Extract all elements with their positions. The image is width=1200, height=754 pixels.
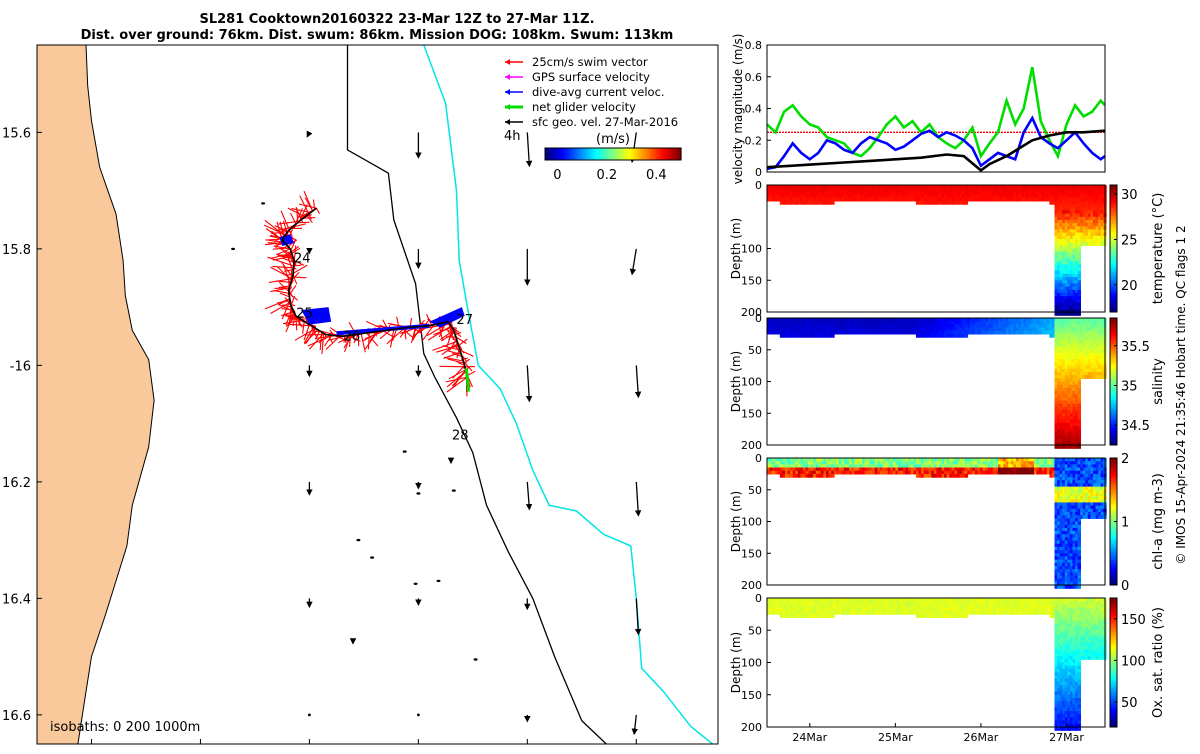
section-colorbar-label-2: temperature (°C) <box>1151 193 1166 305</box>
legend-label-1: GPS surface velocity <box>532 70 650 84</box>
section-y-tick-label-2-1: 100 <box>741 243 762 256</box>
section-ylabel-3: Depth (m) <box>729 351 743 412</box>
colorbar-tick-label-1: 0.2 <box>596 168 617 183</box>
section-colorbar-tick-label-3-0: 34.5 <box>1121 419 1150 434</box>
islet-8 <box>261 202 265 204</box>
map-y-tick-label-0: 15.6 <box>2 126 31 141</box>
section-colorbar-tick-label-3-1: 35 <box>1121 379 1138 394</box>
section-cell <box>1078 312 1081 316</box>
legend-note-4h: 4h <box>504 129 521 144</box>
section-colorbar-tick-label-4-1: 1 <box>1121 516 1129 531</box>
section-colorbar-label-4: chl-a (mg m-3) <box>1151 473 1166 570</box>
section-y-tick-label-2-0: 0 <box>755 179 762 192</box>
velocity-y-tick-label-2: 0.4 <box>745 103 763 116</box>
section-colorbar-tick-label-4-2: 2 <box>1121 452 1129 467</box>
map-y-tick-label-2: -16 <box>10 359 31 374</box>
legend-label-4: sfc geo. vel. 27-Mar-2016 <box>532 115 678 129</box>
islet-9 <box>231 248 235 250</box>
islet-2 <box>452 489 456 491</box>
islet-3 <box>437 580 441 582</box>
section-cell <box>1078 445 1081 449</box>
islet-7 <box>474 658 478 660</box>
section-colorbar-tick-label-2-2: 30 <box>1121 188 1138 203</box>
colorbar-label: (m/s) <box>596 132 630 147</box>
map-y-tick-label-1: 15.8 <box>2 243 31 258</box>
velocity-panel: 0 0.2 0.4 0.6 0.8 velocity magnitude (m/s) <box>731 34 1105 185</box>
colorbar-tick-label-0: 0 <box>553 168 561 183</box>
section-colorbar-tick-label-2-1: 25 <box>1121 233 1138 248</box>
swim-vector-161-0 <box>440 366 466 367</box>
velocity-y-tick-label-0: 0 <box>755 166 762 179</box>
figure-title-line-2: Dist. over ground: 76km. Dist. swum: 86k… <box>81 28 674 43</box>
islet-0 <box>403 450 407 452</box>
day-label-1: 25 <box>296 307 313 322</box>
legend-label-2: dive-avg current veloc. <box>532 85 665 99</box>
section-y-tick-label-3-3: 150 <box>741 407 762 420</box>
map-y-tick-label-3: 16.2 <box>2 476 31 491</box>
section-y-tick-label-4-3: 150 <box>741 547 762 560</box>
section-y-tick-label-3-2: 100 <box>741 376 762 389</box>
day-label-4: 28 <box>452 428 469 443</box>
map-y-tick-label-4: 16.4 <box>2 592 31 607</box>
section-colorbar-tick-label-3-2: 35.5 <box>1121 340 1150 355</box>
geo-vector-21 <box>417 714 420 717</box>
colorbar-tick-label-2: 0.4 <box>646 168 667 183</box>
legend-label-0: 25cm/s swim vector <box>532 55 648 69</box>
section-panel-4: 0 50 100 150 200 Depth (m) 0 1 2 chl-a (mg m-3) <box>729 452 1166 594</box>
section-y-tick-label-3-0: 0 <box>755 312 762 325</box>
section-colorbar-label-3: salinity <box>1151 358 1166 405</box>
section-y-tick-label-4-1: 50 <box>748 484 762 497</box>
velocity-y-tick-label-1: 0.2 <box>745 134 763 147</box>
section-ylabel-4: Depth (m) <box>729 491 743 552</box>
section-cell <box>1078 585 1081 589</box>
section-y-tick-label-3-1: 50 <box>748 344 762 357</box>
section-y-tick-label-4-0: 0 <box>755 452 762 465</box>
section-y-tick-label-4-2: 100 <box>741 516 762 529</box>
islet-5 <box>356 539 360 541</box>
map-y-tick-label-5: 16.6 <box>2 709 31 724</box>
section-colorbar-tick-label-4-0: 0 <box>1121 579 1129 594</box>
velocity-y-tick-label-4: 0.8 <box>745 39 763 52</box>
section-y-tick-label-4-4: 200 <box>741 579 762 592</box>
islet-6 <box>370 556 374 558</box>
islet-1 <box>416 492 420 494</box>
islet-4 <box>414 583 418 585</box>
section-y-tick-label-2-2: 150 <box>741 274 762 287</box>
geo-vector-20 <box>308 714 311 717</box>
velocity-ylabel: velocity magnitude (m/s) <box>731 34 745 185</box>
section-y-tick-label-3-4: 200 <box>741 439 762 452</box>
section-ylabel-2: Depth (m) <box>729 218 743 279</box>
day-label-0: 24 <box>294 251 311 266</box>
day-label-3: 27 <box>456 313 473 328</box>
isobath-note: isobaths: 0 200 1000m <box>50 720 200 735</box>
velocity-y-tick-label-3: 0.6 <box>745 71 763 84</box>
swim-vector-88-1 <box>304 335 326 336</box>
figure-title-line-1: SL281 Cooktown20160322 23-Mar 12Z to 27-… <box>199 12 594 27</box>
section-colorbar-tick-label-2-0: 20 <box>1121 279 1138 294</box>
day-label-2: 26 <box>344 329 361 344</box>
legend-label-3: net glider velocity <box>532 100 636 114</box>
